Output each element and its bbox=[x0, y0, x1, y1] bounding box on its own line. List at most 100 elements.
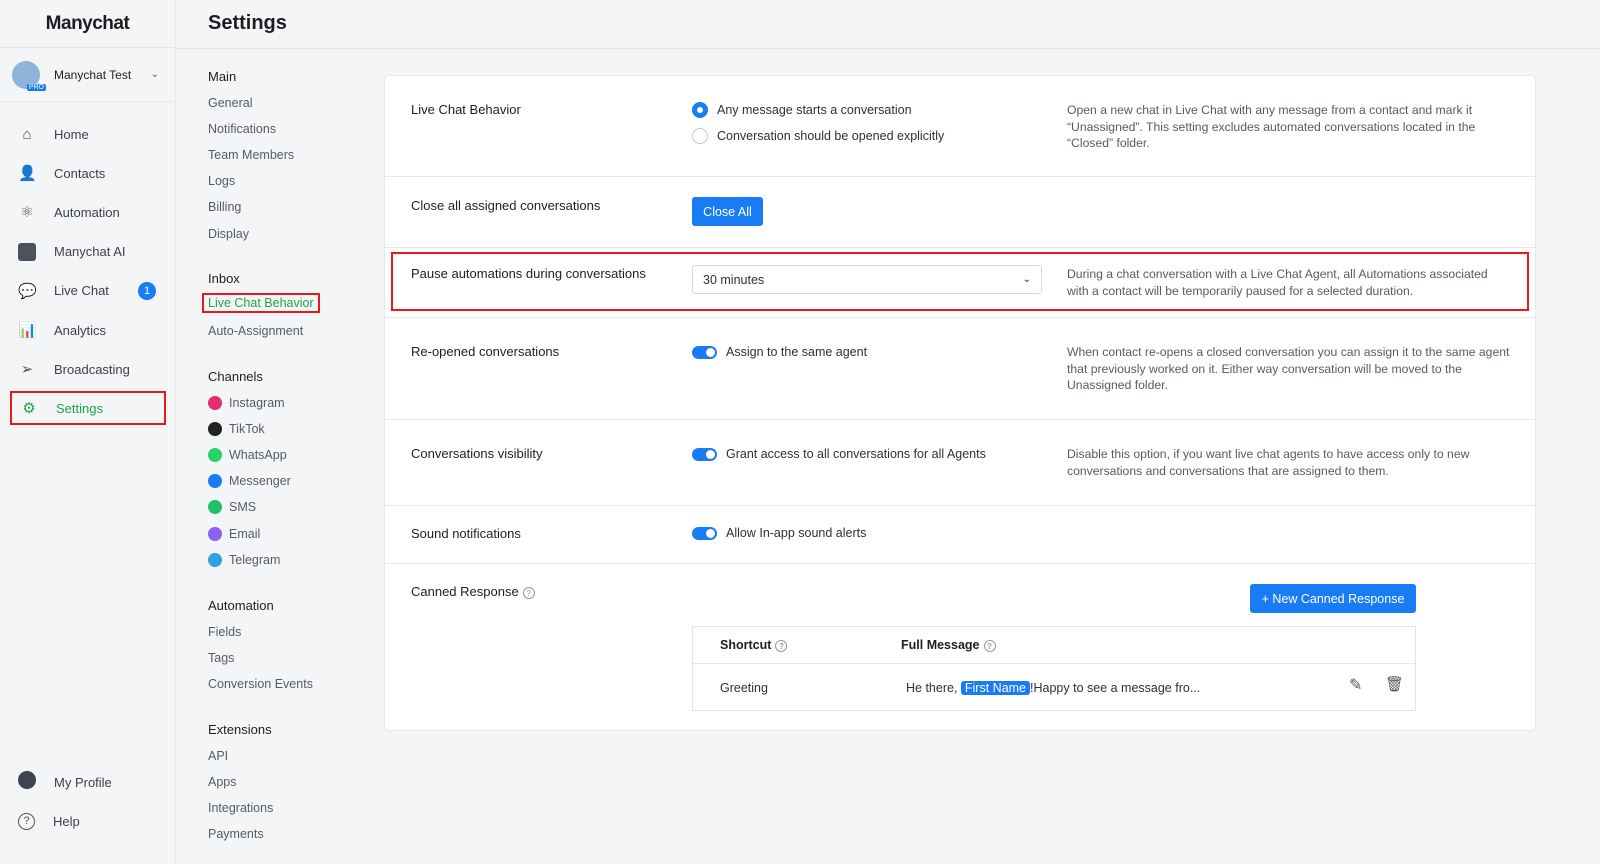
pause-duration-select[interactable]: 30 minutes ⌄ bbox=[692, 265, 1042, 294]
settings-nav-auto-assignment[interactable]: Auto-Assignment bbox=[208, 324, 303, 338]
settings-nav-tags[interactable]: Tags bbox=[208, 651, 234, 665]
nav-item-home[interactable]: ⌂ Home bbox=[10, 117, 166, 151]
nav-item-analytics[interactable]: 📊 Analytics bbox=[10, 313, 166, 347]
trash-icon[interactable]: 🗑 bbox=[1385, 676, 1405, 693]
account-name: Manychat Test bbox=[54, 67, 132, 82]
settings-nav-payments[interactable]: Payments bbox=[208, 827, 264, 841]
unread-badge: 1 bbox=[138, 281, 156, 300]
settings-card: Live Chat Behavior Any message starts a … bbox=[384, 75, 1536, 731]
settings-nav-integrations[interactable]: Integrations bbox=[208, 801, 273, 815]
settings-nav-billing[interactable]: Billing bbox=[208, 200, 241, 214]
settings-nav-whatsapp[interactable]: WhatsApp bbox=[208, 448, 287, 463]
radio-any-message[interactable]: Any message starts a conversation bbox=[692, 102, 912, 118]
table-row: Greeting He there, First Name !Happy to s… bbox=[693, 664, 1415, 710]
header-text: Full Message bbox=[901, 638, 980, 652]
toggle-label: Assign to the same agent bbox=[726, 345, 868, 359]
nav-label: Tags bbox=[208, 651, 235, 666]
nav-item-automation[interactable]: ⚛ Automation bbox=[10, 195, 166, 229]
messenger-icon bbox=[208, 474, 222, 489]
nav-item-manychat-ai[interactable]: AI Manychat AI bbox=[10, 235, 166, 269]
chevron-down-icon: ⌄ bbox=[150, 69, 159, 80]
settings-nav-apps[interactable]: Apps bbox=[208, 775, 237, 789]
first-name-chip: First Name bbox=[960, 681, 1031, 695]
nav-item-settings[interactable]: ⚙ Settings bbox=[10, 391, 166, 426]
header-text: Shortcut bbox=[720, 638, 772, 652]
nav-label: Manychat AI bbox=[54, 244, 126, 260]
toggle-grant-access[interactable]: Grant access to all conversations for al… bbox=[692, 447, 986, 461]
send-icon: ➢ bbox=[20, 361, 34, 379]
chat-icon: 💬 bbox=[18, 282, 37, 300]
row-label: Canned Response bbox=[411, 584, 519, 599]
settings-nav-live-chat-behavior[interactable]: Live Chat Behavior bbox=[202, 293, 320, 313]
new-canned-response-button[interactable]: + New Canned Response bbox=[1250, 584, 1416, 613]
settings-nav-api[interactable]: API bbox=[208, 749, 228, 763]
settings-nav-telegram[interactable]: Telegram bbox=[208, 552, 281, 567]
row-label: Sound notifications bbox=[411, 526, 521, 541]
message-cell: He there, First Name !Happy to see a mess… bbox=[906, 681, 1200, 695]
row-canned-response: Canned Response? + New Canned Response S… bbox=[385, 564, 1535, 730]
whatsapp-icon bbox=[208, 448, 222, 463]
nav-item-broadcasting[interactable]: ➢ Broadcasting bbox=[10, 352, 166, 386]
help-icon: ? bbox=[18, 812, 35, 830]
nav-label: Notifications bbox=[208, 122, 277, 137]
nav-label: Billing bbox=[208, 200, 242, 215]
toggle-same-agent[interactable]: Assign to the same agent bbox=[692, 345, 867, 359]
row-description: When contact re-opens a closed conversat… bbox=[1067, 345, 1510, 392]
nav-label: Live Chat Behavior bbox=[208, 296, 314, 310]
nav-label: Live Chat bbox=[54, 283, 109, 299]
nav-label: My Profile bbox=[54, 774, 112, 790]
settings-nav-logs[interactable]: Logs bbox=[208, 174, 235, 188]
toggle-sound-alerts[interactable]: Allow In-app sound alerts bbox=[692, 526, 866, 540]
toggle-switch[interactable] bbox=[692, 345, 717, 359]
nav-item-help[interactable]: ? Help bbox=[10, 804, 166, 838]
row-live-chat-behavior: Live Chat Behavior Any message starts a … bbox=[385, 76, 1535, 177]
nav-label: WhatsApp bbox=[229, 448, 287, 463]
settings-nav-email[interactable]: Email bbox=[208, 526, 260, 541]
nav-label: Settings bbox=[56, 400, 103, 416]
settings-nav-conversion-events[interactable]: Conversion Events bbox=[208, 677, 313, 691]
pencil-icon[interactable]: ✎ bbox=[1349, 677, 1363, 694]
nav-item-live-chat[interactable]: 💬 Live Chat 1 bbox=[10, 274, 166, 308]
chevron-down-icon: ⌄ bbox=[1022, 274, 1031, 285]
settings-nav-messenger[interactable]: Messenger bbox=[208, 474, 291, 489]
close-all-button[interactable]: Close All bbox=[692, 197, 763, 226]
nav-item-contacts[interactable]: 👤 Contacts bbox=[10, 156, 166, 190]
nav-item-my-profile[interactable]: My Profile bbox=[10, 765, 166, 799]
account-switcher[interactable]: PRO Manychat Test ⌄ bbox=[0, 48, 175, 102]
settings-nav-fields[interactable]: Fields bbox=[208, 625, 241, 639]
nav-label: TikTok bbox=[229, 422, 265, 437]
pro-badge: PRO bbox=[26, 83, 46, 91]
row-pause-automations: Pause automations during conversations 3… bbox=[385, 248, 1535, 318]
row-description: Disable this option, if you want live ch… bbox=[1067, 447, 1470, 478]
settings-nav-team-members[interactable]: Team Members bbox=[208, 148, 294, 162]
help-icon[interactable]: ? bbox=[775, 639, 788, 652]
gear-icon: ⚙ bbox=[22, 400, 36, 418]
settings-nav-notifications[interactable]: Notifications bbox=[208, 122, 276, 136]
help-icon[interactable]: ? bbox=[983, 639, 996, 652]
nav-label: Telegram bbox=[229, 552, 281, 567]
settings-nav-tiktok[interactable]: TikTok bbox=[208, 422, 265, 437]
account-avatar: PRO bbox=[12, 60, 46, 91]
settings-nav-display[interactable]: Display bbox=[208, 227, 249, 241]
settings-nav-sms[interactable]: SMS bbox=[208, 500, 257, 515]
row-description: Open a new chat in Live Chat with any me… bbox=[1067, 103, 1476, 150]
nav-label: Automation bbox=[54, 204, 120, 220]
settings-nav-instagram[interactable]: Instagram bbox=[208, 396, 285, 410]
settings-nav-general[interactable]: General bbox=[208, 96, 252, 110]
toggle-switch[interactable] bbox=[692, 526, 717, 540]
toggle-switch[interactable] bbox=[692, 447, 717, 461]
nav-label: Fields bbox=[208, 625, 242, 639]
row-label: Close all assigned conversations bbox=[411, 198, 601, 213]
nav-label: Auto-Assignment bbox=[208, 324, 304, 339]
avatar-icon bbox=[18, 771, 36, 793]
nav-label: Conversion Events bbox=[208, 677, 313, 692]
tiktok-icon bbox=[208, 422, 222, 437]
row-visibility: Conversations visibility Grant access to… bbox=[385, 420, 1535, 506]
radio-explicit[interactable]: Conversation should be opened explicitly bbox=[692, 128, 944, 144]
nav-label: Contacts bbox=[54, 165, 106, 181]
radio-label: Any message starts a conversation bbox=[717, 103, 912, 117]
instagram-icon bbox=[208, 396, 222, 410]
help-icon[interactable]: ? bbox=[522, 586, 535, 599]
toggle-label: Grant access to all conversations for al… bbox=[726, 447, 986, 461]
nav-label: SMS bbox=[229, 500, 257, 515]
